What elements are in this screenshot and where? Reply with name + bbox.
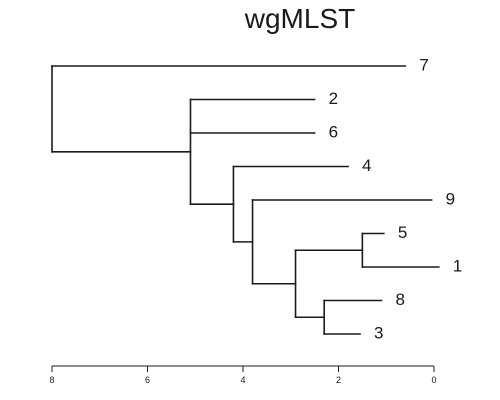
figure-title: wgMLST: [244, 3, 355, 34]
axis-tick-label: 8: [49, 375, 54, 385]
axis-tick-label: 2: [336, 375, 341, 385]
distance-axis: 8 6 4 2 0: [49, 365, 437, 385]
axis-tick-label: 6: [145, 375, 150, 385]
tip-label-4: 4: [362, 156, 371, 175]
tip-label-8: 8: [395, 290, 404, 309]
axis-tick-label: 4: [240, 375, 245, 385]
tip-label-7: 7: [419, 55, 428, 74]
tip-label-3: 3: [374, 323, 383, 342]
tree-branches: [51, 65, 440, 335]
tip-label-5: 5: [398, 223, 407, 242]
tip-label-2: 2: [329, 89, 338, 108]
tip-label-1: 1: [453, 256, 462, 275]
tip-label-9: 9: [446, 189, 455, 208]
tree-tip-labels: 7 2 6 4 9 5 1 83: [329, 55, 463, 342]
axis-tick-label: 0: [431, 375, 436, 385]
tip-label-6: 6: [329, 122, 338, 141]
